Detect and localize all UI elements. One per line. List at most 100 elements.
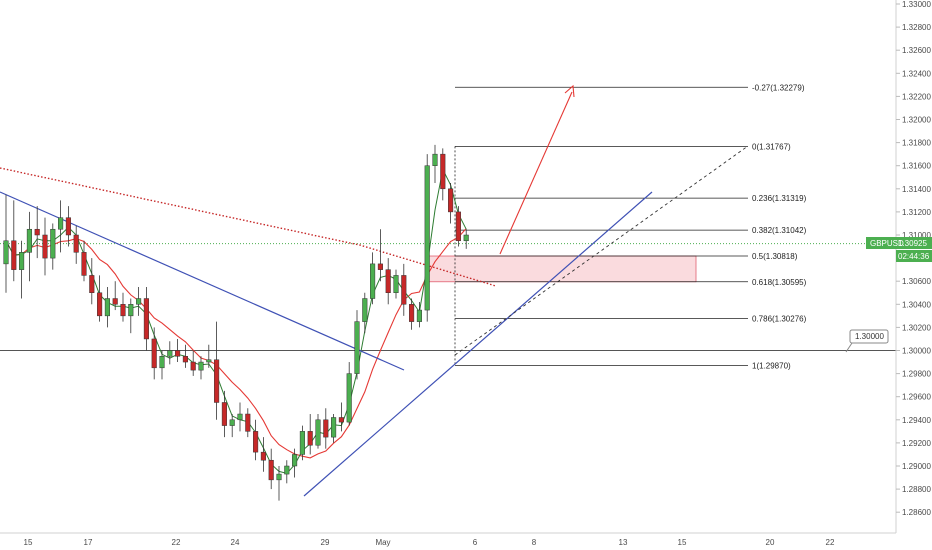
candle-body [229,419,235,426]
price-tick-label: 1.31200 [902,208,931,217]
candle-body [120,304,126,317]
candle-body [424,165,430,311]
candle-body [323,419,329,438]
price-tick-label: 1.29800 [902,370,931,379]
candle-body [448,188,454,213]
candle-body [401,275,407,305]
fib-level-label: 0.618(1.30595) [752,278,807,287]
price-tick-label: 1.30600 [902,277,931,286]
projection-arrow-head [564,84,575,98]
time-tick-label: May [375,538,390,547]
price-tick-label: 1.28600 [902,508,931,517]
price-tick-label: 1.31400 [902,185,931,194]
candle-body [370,263,376,299]
candle-body [198,361,204,371]
price-tick-label: 1.30000 [902,347,931,356]
candle-body [97,292,103,317]
fib-level-label: 0.236(1.31319) [752,194,807,203]
round-level-label: 1.30000 [855,332,884,341]
fib-level-label: -0.27(1.32279) [752,83,805,92]
time-tick-labels: 15 17 22 24 29 May 6 8 13 15 20 22 [24,538,835,547]
time-tick-label: 15 [24,538,33,547]
candle-body [104,298,110,317]
time-tick-label: 15 [678,538,687,547]
candle-body [354,321,360,374]
price-tick-label: 1.30400 [902,300,931,309]
fib-zone-rect[interactable] [427,255,697,283]
candle-body [190,361,196,371]
candle-body [299,431,305,455]
time-tick-label: 20 [766,538,775,547]
candle-body [331,417,337,438]
candle-body [221,402,227,426]
candle-body [214,359,220,403]
candle-body [377,263,383,270]
candle-body [416,309,422,322]
last-price-label: 1.30925 [898,239,927,248]
candle-body [292,454,298,467]
fib-level-label: 0.786(1.30276) [752,315,807,324]
candle-body [393,275,399,293]
price-tick-label: 1.29200 [902,439,931,448]
candle-body [245,413,251,432]
time-tick-label: 8 [532,538,537,547]
time-tick-label: 22 [172,538,181,547]
candle-body [89,275,95,293]
candle-body [136,298,142,305]
candle-body [206,359,212,363]
price-axis[interactable] [0,0,897,534]
candle-body [268,459,274,481]
candle-body [58,217,64,230]
fib-level-label: 0.5(1.30818) [752,252,798,261]
price-tick-label: 1.30200 [902,323,931,332]
price-tick-label: 1.32600 [902,46,931,55]
candle-body [182,356,188,363]
candle-body [432,153,438,166]
price-tick-label: 1.32400 [902,69,931,78]
candle-body [338,417,344,423]
candle-body [42,234,48,259]
time-tick-label: 24 [231,538,240,547]
time-tick-label: 22 [826,538,835,547]
ma-short-line [5,167,467,474]
symbol-label: GBPUSD [870,239,904,248]
time-tick-label: 6 [473,538,478,547]
candle-body [260,451,266,461]
time-tick-label: 13 [619,538,628,547]
candle-body [307,431,313,446]
ma-long-dotted-line [0,167,497,287]
chart-grid [0,243,896,351]
projection-arrow-line[interactable] [499,91,573,255]
candle-body [65,217,71,236]
candle-body [73,234,79,253]
candle-body [3,240,9,265]
time-tick-label: 17 [84,538,93,547]
fib-level-label: 0(1.31767) [752,142,791,151]
price-tick-label: 1.32200 [902,92,931,101]
symbol-price-tag [866,237,932,249]
price-tick-label: 1.31600 [902,162,931,171]
candlesticks [3,144,469,501]
candle-body [26,228,32,253]
candle-body [81,252,87,276]
candle-body [463,234,469,242]
candle-body [159,356,165,369]
candle-body [385,269,391,293]
candle-body [34,228,40,236]
price-tick-label: 1.29000 [902,462,931,471]
uptrend-line[interactable] [303,191,653,497]
price-tick-label: 1.31800 [902,139,931,148]
round-level-callout-line [845,342,853,353]
time-tick-label: 29 [321,538,330,547]
fib-retracement[interactable]: -0.27(1.32279) 0(1.31767) 0.236(1.31319) 0.… [454,83,807,371]
candle-body [409,304,415,322]
price-tick-label: 1.32000 [902,116,931,125]
candle-body [143,298,149,340]
parallel-channel-line[interactable] [454,145,749,356]
candle-body [167,350,173,357]
price-tick-label: 1.33000 [902,0,931,9]
candle-body [455,211,461,242]
ma-fast-line [5,228,467,459]
candle-body [253,431,259,453]
